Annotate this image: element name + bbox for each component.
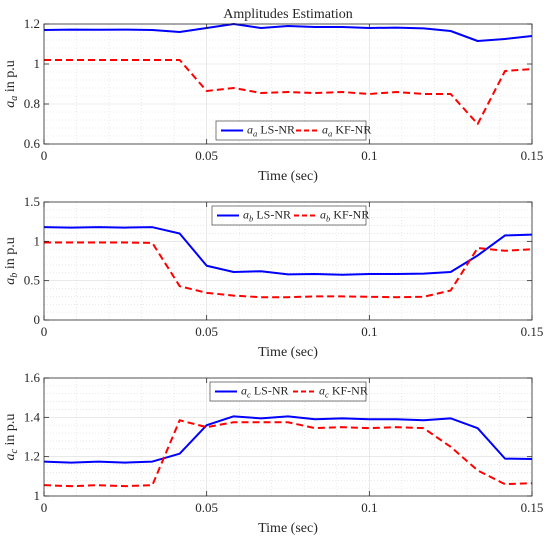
y-axis-label: aa in p.u <box>3 60 20 107</box>
series-line-a-c-kf-nr <box>43 419 533 488</box>
legend-entry-label: aa KF-NR <box>322 123 371 139</box>
axes-frame <box>43 23 533 145</box>
symbol-text: a <box>247 123 253 137</box>
series-line-a-b-kf-nr <box>44 241 533 299</box>
symbol-text: a <box>243 208 249 222</box>
label-rest-text: in p.u <box>3 237 18 272</box>
symbol-text: a <box>320 208 326 222</box>
y-tick-label: 0 <box>34 312 41 327</box>
chart-panel-1: 0 0.05 0.1 0.15 0.6 0.8 1 1.2 Amplitudes Estimat… <box>3 7 543 184</box>
y-tick-label: 1.6 <box>24 370 41 385</box>
label-rest-text: LS-NR <box>257 123 295 137</box>
y-tick-label: 1 <box>34 56 41 71</box>
subscript-text: c <box>247 390 251 400</box>
x-axis-label: Time (sec) <box>258 345 318 360</box>
y-tick-label: 0.6 <box>24 136 41 151</box>
x-tick-label: 0 <box>41 324 48 339</box>
label-rest-text: KF-NR <box>329 384 368 398</box>
label-rest-text: KF-NR <box>332 123 371 137</box>
subscript-text: c <box>9 448 20 453</box>
y-tick-label: 1 <box>34 233 41 248</box>
legend-entry-label: aa LS-NR <box>247 123 295 139</box>
series-line-a-b-ls-nr <box>43 226 533 276</box>
x-tick-label: 0.15 <box>521 500 544 515</box>
x-tick-label: 0 <box>41 148 48 163</box>
symbol-text: a <box>3 278 18 285</box>
legend-entry-label: ab LS-NR <box>243 208 291 224</box>
symbol-text: a <box>3 101 18 108</box>
x-tick-label: 0.1 <box>361 500 377 515</box>
label-rest-text: KF-NR <box>330 208 369 222</box>
series-line-a-c-ls-nr <box>43 415 533 464</box>
label-rest-text: in p.u <box>3 60 18 95</box>
symbol-text: a <box>241 384 247 398</box>
subscript-text: b <box>326 214 331 224</box>
label-rest-text: LS-NR <box>253 208 291 222</box>
chart-title: Amplitudes Estimation <box>223 7 353 22</box>
legend: ab LS-NR ab KF-NR <box>211 205 369 226</box>
series-line-a-a-ls-nr <box>43 23 533 42</box>
y-tick-label: 1.5 <box>24 194 40 209</box>
subscript-text: c <box>325 390 329 400</box>
x-tick-label: 0.1 <box>361 324 377 339</box>
y-tick-label: 0.5 <box>24 273 40 288</box>
symbol-text: a <box>3 453 18 460</box>
symbol-text: a <box>319 384 325 398</box>
y-axis-label: ab in p.u <box>3 237 20 284</box>
subscript-text: a <box>253 129 257 139</box>
subscript-text: b <box>9 273 20 278</box>
x-axis-label: Time (sec) <box>258 521 318 536</box>
x-tick-label: 0.15 <box>521 148 544 163</box>
x-tick-label: 0.1 <box>361 148 377 163</box>
x-tick-label: 0.05 <box>195 500 218 515</box>
y-tick-label: 1.2 <box>24 449 40 464</box>
y-tick-label: 0.8 <box>24 96 40 111</box>
grid <box>44 202 532 320</box>
subscript-text: a <box>328 129 332 139</box>
symbol-text: a <box>322 123 328 137</box>
y-tick-label: 1.2 <box>24 16 40 31</box>
x-tick-label: 0.05 <box>195 148 218 163</box>
label-rest-text: LS-NR <box>251 384 289 398</box>
x-axis-label: Time (sec) <box>258 169 318 184</box>
legend-entry-label: ac LS-NR <box>241 384 289 400</box>
legend-box <box>209 381 367 402</box>
legend-entry-label: ab KF-NR <box>320 208 369 224</box>
legend-entry-label: ac KF-NR <box>319 384 368 400</box>
x-tick-label: 0.05 <box>195 324 218 339</box>
series-line-a-a-kf-nr <box>44 59 533 125</box>
y-tick-label: 1 <box>34 488 41 503</box>
subscript-text: b <box>249 214 254 224</box>
x-tick-label: 0 <box>41 500 48 515</box>
x-tick-label: 0.15 <box>521 324 544 339</box>
legend: ac LS-NR ac KF-NR <box>209 381 368 402</box>
label-rest-text: in p.u <box>3 414 18 449</box>
y-tick-label: 1.4 <box>24 409 41 424</box>
axes-frame <box>43 201 533 321</box>
legend: aa LS-NR aa KF-NR <box>215 120 371 141</box>
y-axis-label: ac in p.u <box>3 414 20 461</box>
axes-frame <box>43 377 533 497</box>
subscript-text: a <box>9 96 20 101</box>
legend-box <box>211 205 367 226</box>
legend-box <box>215 120 367 141</box>
